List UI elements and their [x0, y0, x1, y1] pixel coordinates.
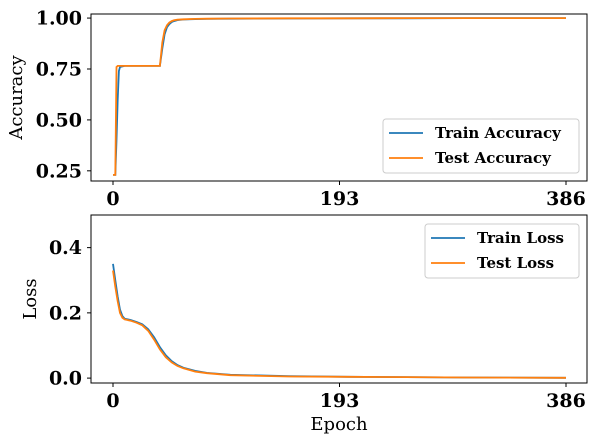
- x-tick-label: 386: [546, 390, 586, 412]
- legend: Train Loss Test Loss: [424, 223, 580, 279]
- y-tick-label: 0.4: [49, 237, 82, 259]
- x-tick-label: 386: [546, 188, 586, 210]
- legend-label: Train Loss: [477, 229, 564, 247]
- series-line-test-accuracy: [113, 17, 566, 176]
- legend-box: [382, 118, 580, 174]
- legend: Train Accuracy Test Accuracy: [382, 118, 580, 174]
- x-tick-label: 0: [106, 390, 119, 412]
- y-axis-title: Loss: [20, 278, 41, 319]
- series-line-test-loss: [112, 270, 567, 379]
- legend-label: Train Accuracy: [435, 124, 562, 142]
- y-tick-label: 0.50: [36, 109, 82, 131]
- x-tick-label: 193: [320, 390, 360, 412]
- x-tick-label: 0: [106, 188, 119, 210]
- accuracy-panel: 0 193 386 0.25 0.50 0.75 1.00 Accuracy Train Acc…: [6, 8, 588, 210]
- y-tick-label: 0.25: [36, 160, 82, 182]
- y-tick-label: 0.2: [49, 302, 82, 324]
- x-axis-title: Epoch: [310, 414, 368, 435]
- loss-panel: 0 193 386 0.0 0.2 0.4 Loss Epoch Train Loss Test …: [20, 214, 588, 435]
- x-tick-label: 193: [320, 188, 360, 210]
- legend-label: Test Accuracy: [435, 149, 552, 167]
- y-tick-label: 1.00: [36, 8, 82, 30]
- y-tick-label: 0.75: [36, 58, 82, 80]
- y-axis-title: Accuracy: [6, 55, 27, 141]
- y-tick-label: 0.0: [49, 368, 82, 390]
- legend-label: Test Loss: [477, 254, 554, 272]
